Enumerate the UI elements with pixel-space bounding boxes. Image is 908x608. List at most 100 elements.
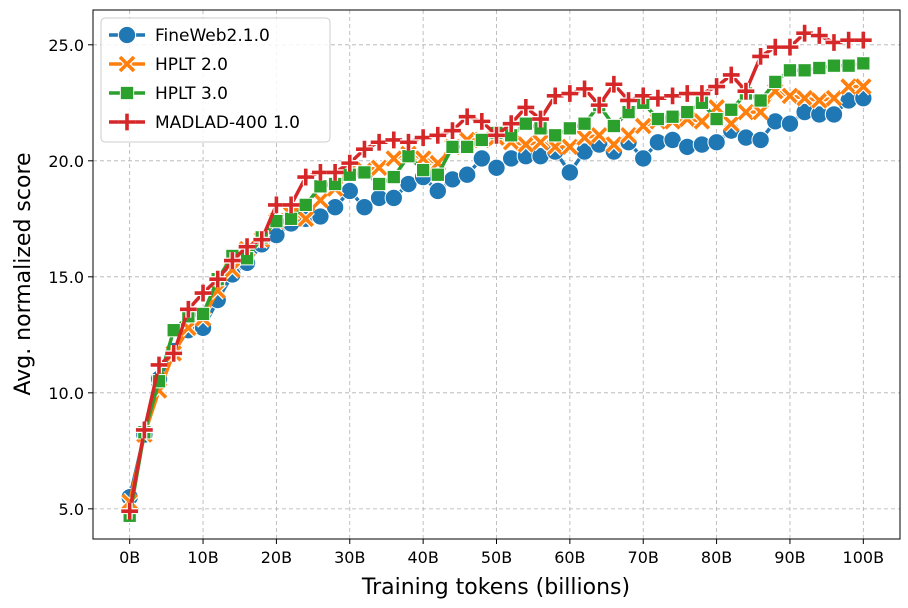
y-axis: 5.0 10.0 15.0 20.0 25.0 [48,36,93,519]
data-point [839,77,858,96]
data-point [826,58,842,73]
data-point [487,158,506,177]
data-point [472,149,492,168]
legend-item: MADLAD-400 1.0 [109,113,300,133]
data-point [736,102,756,122]
data-point [650,111,666,127]
data-point [341,154,359,172]
data-point [768,74,783,90]
data-point [429,126,447,144]
legend-marker [118,113,136,131]
data-point [414,129,432,147]
data-point [165,344,183,362]
legend-label: MADLAD-400 1.0 [155,113,300,133]
data-point [312,164,329,181]
data-point [724,102,739,117]
legend-label: HPLT 3.0 [155,84,228,104]
data-point [369,158,389,177]
data-point [517,99,535,116]
data-point [634,149,653,168]
data-point [384,188,403,208]
x-tick-label: 80B [701,548,732,567]
y-tick-label: 20.0 [48,152,84,171]
legend: FineWeb2.1.0 HPLT 2.0 HPLT 3.0 MADLAD-400 1… [100,17,331,143]
x-tick-label: 60B [554,548,585,567]
data-point [430,167,445,182]
data-point [238,238,256,256]
data-point [722,114,741,133]
data-point [428,181,447,201]
data-point [326,164,344,181]
legend-box [100,17,331,143]
data-point [664,87,681,105]
data-point [693,85,711,102]
legend-marker [117,54,137,74]
data-point [502,115,520,133]
data-point [311,191,330,210]
data-point [282,196,300,214]
data-point [781,38,799,56]
legend-marker [119,85,135,101]
legend-label: FineWeb2.1.0 [155,26,270,46]
data-point [737,82,755,100]
data-point [357,165,372,180]
data-point [590,96,608,114]
data-point [575,128,594,147]
data-point [561,85,579,102]
y-tick-label: 10.0 [48,384,84,403]
data-point [824,105,844,124]
data-point [619,126,638,145]
data-point [562,121,578,136]
series-layer [120,24,873,523]
data-point [751,130,770,150]
data-point [560,163,580,182]
data-point [488,126,505,144]
data-point [780,114,800,133]
x-tick-label: 90B [774,548,805,567]
data-point [678,85,696,102]
data-point [386,169,401,185]
data-point [810,91,829,110]
legend-item: FineWeb2.1.0 [109,25,270,46]
data-point [780,86,800,105]
data-point [810,27,828,44]
x-tick-label: 50B [481,548,512,567]
data-point [474,132,489,148]
data-point [620,92,637,109]
y-axis-title: Avg. normalized score [11,152,36,395]
data-point [355,198,374,217]
data-point [856,56,871,71]
series-3 [121,24,872,520]
data-point [854,31,872,49]
data-point [663,130,682,150]
data-point [854,77,873,96]
x-tick-label: 70B [628,548,659,567]
data-point [634,116,653,136]
data-point [604,135,624,154]
data-point [766,38,784,56]
data-point [753,93,768,108]
data-point [223,252,241,269]
data-point [649,89,667,107]
data-point [576,80,593,98]
data-point [297,168,315,186]
data-point [560,137,579,157]
x-tick-label: 30B [334,548,365,567]
data-point [400,133,417,151]
data-point [825,34,843,51]
x-axis: 0B 10B 20B 30B 40B 50B 60B 70B 80B 90B 100B [119,539,884,567]
data-point [665,109,680,124]
data-point [195,306,211,322]
data-point [356,140,373,158]
data-point [150,356,168,374]
data-point [605,75,623,93]
data-point [797,63,812,78]
data-point [577,116,592,131]
y-tick-label: 5.0 [59,500,84,519]
x-tick-label: 0B [119,548,140,567]
data-point [707,133,726,152]
data-point [444,122,461,140]
data-point [253,231,271,249]
